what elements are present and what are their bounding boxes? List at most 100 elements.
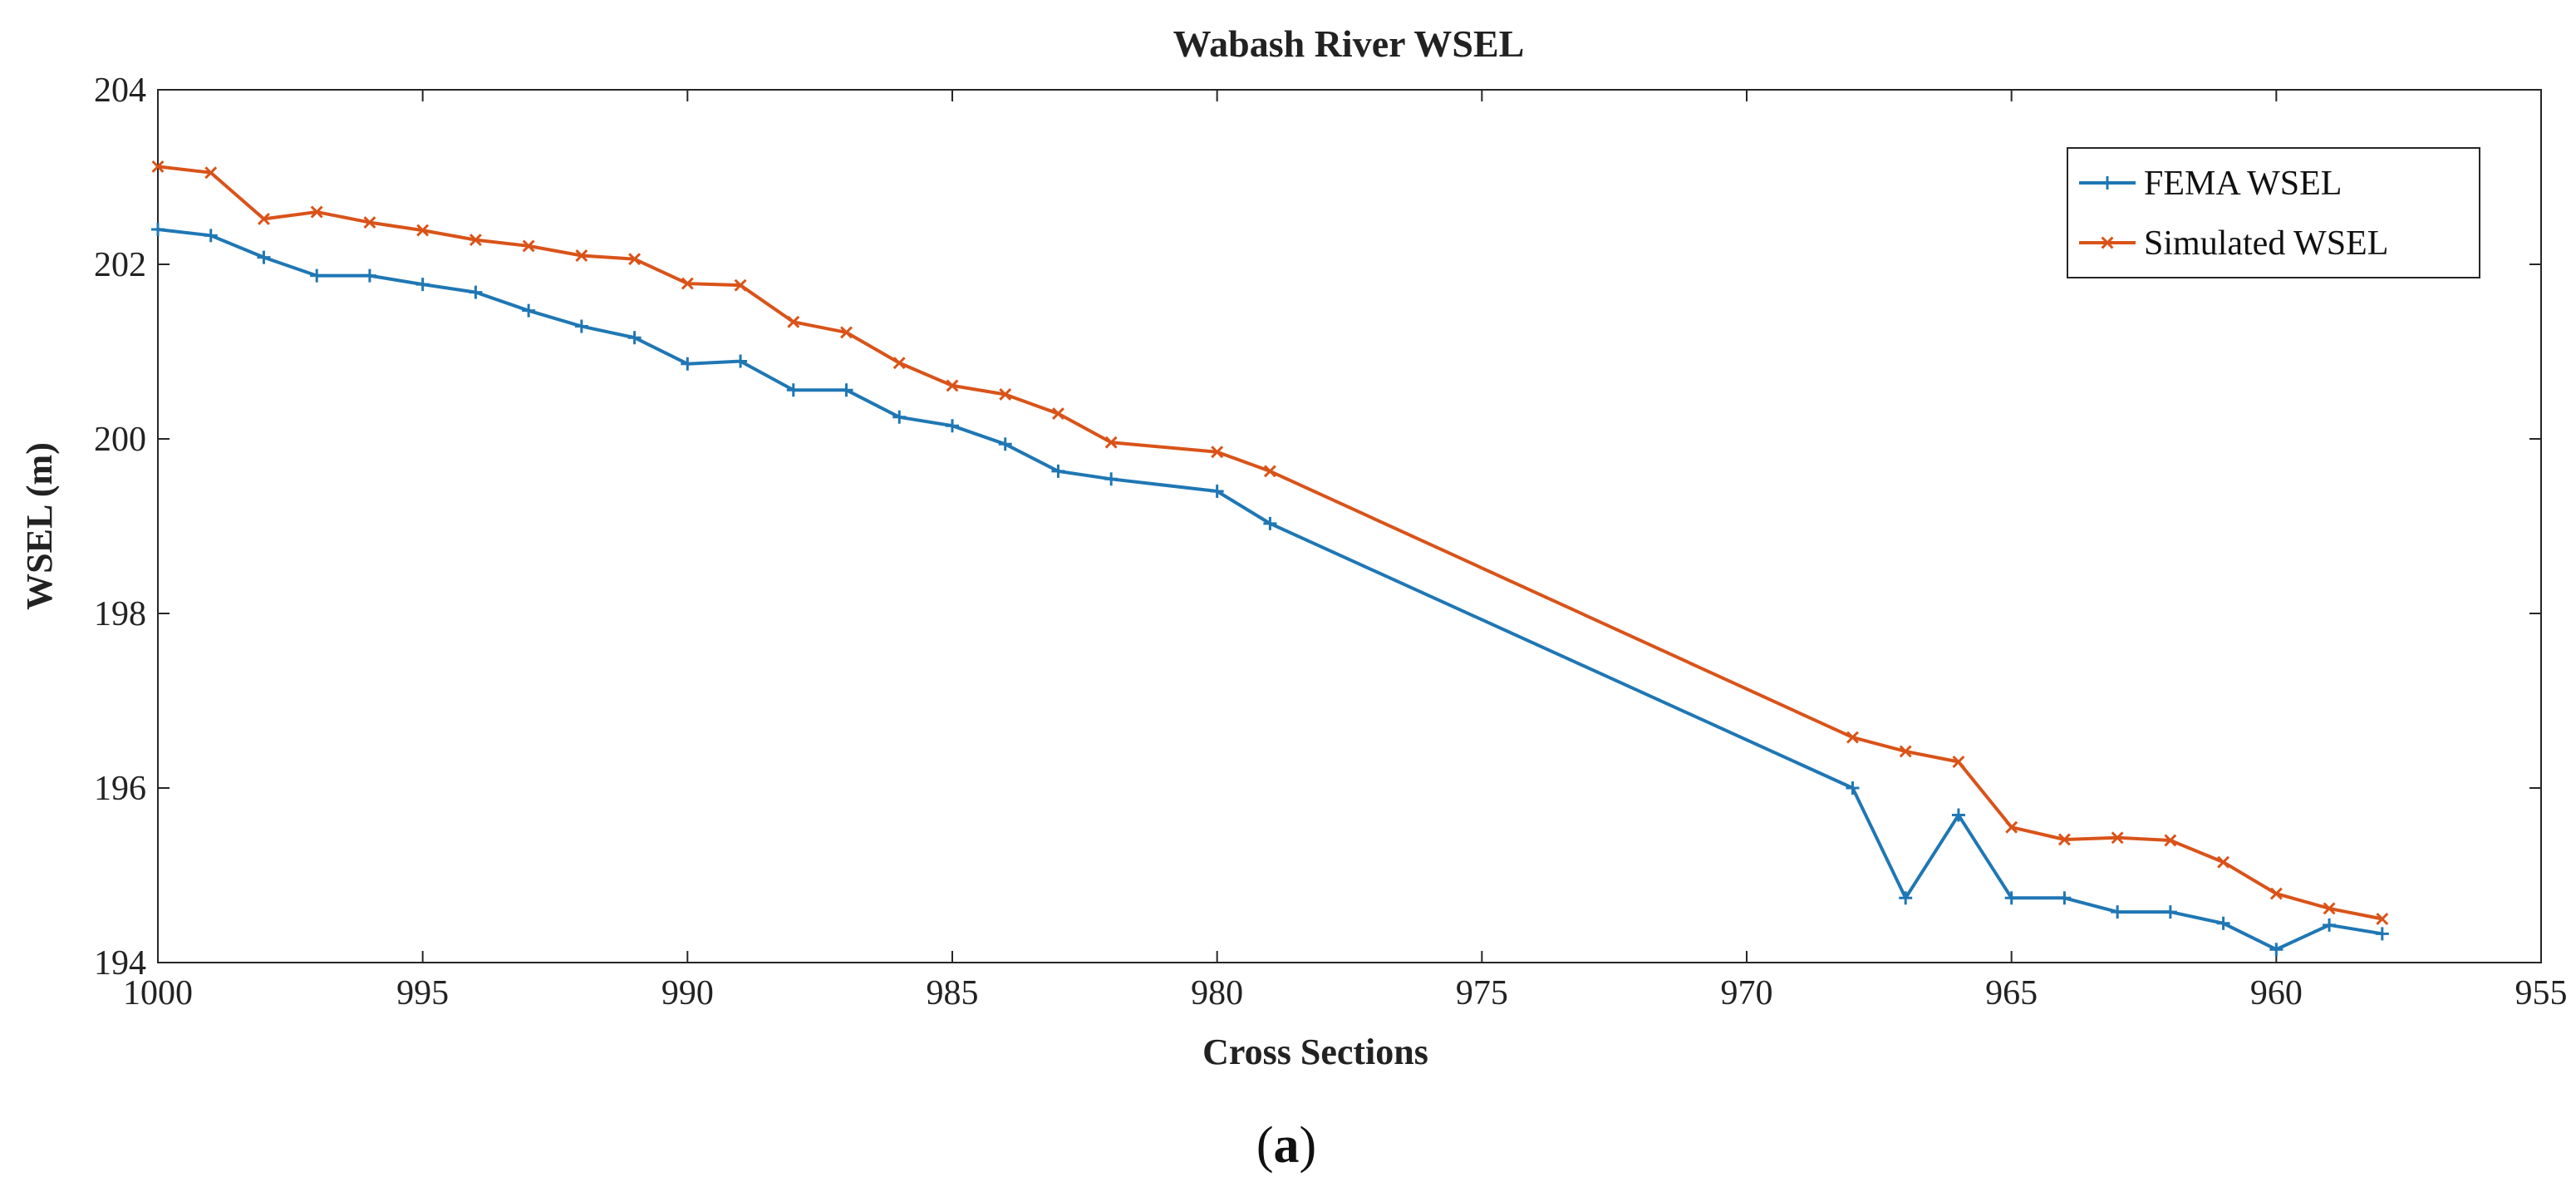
data-point-fema-wsel [204,229,218,243]
caption-open-paren: ( [1256,1117,1274,1174]
data-point-simulated-wsel [151,160,165,173]
x-tick-label: 995 [396,974,449,1012]
data-point-fema-wsel [362,268,376,283]
legend-label: FEMA WSEL [2144,165,2342,203]
data-point-fema-wsel [681,357,695,371]
data-point-simulated-wsel [2005,820,2018,834]
data-point-fema-wsel [627,331,642,345]
data-point-fema-wsel [151,223,165,236]
data-point-simulated-wsel [787,315,800,328]
data-point-fema-wsel [310,268,324,283]
data-point-fema-wsel [734,354,748,368]
data-point-simulated-wsel [2217,855,2230,869]
data-point-simulated-wsel [1952,756,1965,768]
series-line-fema-wsel [157,228,2383,952]
data-point-simulated-wsel [2164,834,2177,847]
legend-entry-fema-wsel: FEMA WSEL [2079,165,2342,203]
caption-letter: a [1274,1117,1300,1174]
y-tick-label: 196 [94,770,146,808]
data-point-simulated-wsel [840,326,853,339]
y-tick-label: 204 [94,71,146,110]
data-point-simulated-wsel [1899,745,1912,758]
caption-close-paren: ) [1300,1117,1317,1174]
chart-title: Wabash River WSEL [1173,22,1525,65]
data-point-fema-wsel [2375,927,2389,941]
legend: FEMA WSEL Simulated WSEL [2067,147,2480,278]
data-point-fema-wsel [257,250,271,264]
series-line-simulated-wsel [157,165,2383,921]
legend-entry-simulated-wsel: Simulated WSEL [2079,224,2388,263]
data-point-fema-wsel [1210,485,1224,498]
y-tick-label: 200 [94,421,146,459]
data-point-simulated-wsel [2323,902,2336,915]
data-point-simulated-wsel [1211,446,1224,459]
data-point-fema-wsel [1263,516,1277,530]
x-tick-label: 970 [1721,974,1773,1012]
legend-label: Simulated WSEL [2144,224,2388,263]
data-point-fema-wsel [2004,891,2018,905]
data-point-simulated-wsel [1846,731,1859,744]
legend-swatch-marker [2101,236,2114,249]
data-point-simulated-wsel [204,166,218,180]
y-tick-label: 194 [94,944,146,983]
x-tick-label: 980 [1191,974,1243,1012]
data-point-simulated-wsel [310,205,323,219]
data-point-simulated-wsel [1263,465,1276,478]
data-point-fema-wsel [2163,905,2177,919]
data-point-fema-wsel [2323,918,2337,932]
data-point-simulated-wsel [892,357,906,370]
data-point-simulated-wsel [258,212,270,225]
x-tick-label: 965 [1985,974,2038,1012]
data-point-simulated-wsel [2269,887,2283,900]
data-point-fema-wsel [839,383,853,397]
legend-box [2067,147,2480,278]
data-point-fema-wsel [892,410,907,424]
data-point-fema-wsel [2269,943,2283,957]
data-point-fema-wsel [415,278,430,292]
data-point-fema-wsel [1104,472,1118,486]
data-point-simulated-wsel [2111,831,2124,845]
y-axis-label: WSEL (m) [19,442,60,610]
data-point-simulated-wsel [2376,913,2389,925]
data-point-simulated-wsel [416,224,430,237]
x-tick-label: 960 [2250,974,2303,1012]
data-point-fema-wsel [574,319,588,333]
y-tick-label: 198 [94,595,146,633]
data-point-fema-wsel [2111,905,2125,919]
data-point-simulated-wsel [1104,436,1118,449]
data-point-fema-wsel [2216,916,2230,930]
data-point-simulated-wsel [363,216,376,229]
y-tick-label: 202 [94,246,146,284]
data-point-fema-wsel [1051,464,1065,478]
data-point-simulated-wsel [681,277,694,290]
data-point-fema-wsel [1951,808,1965,822]
data-point-fema-wsel [946,419,959,433]
y-axis-ticks: 194 196 198 200 202 204 [94,71,2541,983]
data-point-fema-wsel [522,303,536,318]
figure-caption: (a) [1256,1117,1316,1174]
x-tick-label: 1000 [123,974,193,1012]
data-point-fema-wsel [469,285,483,299]
data-point-fema-wsel [998,437,1012,451]
x-tick-label: 975 [1456,974,1508,1012]
plot-area-frame [157,89,2542,963]
data-point-simulated-wsel [522,239,535,253]
data-point-simulated-wsel [469,234,482,247]
legend-swatch-marker [2101,176,2114,190]
data-point-fema-wsel [1846,781,1860,795]
x-tick-label: 990 [661,974,714,1012]
data-point-fema-wsel [786,383,800,397]
data-point-simulated-wsel [734,278,747,292]
data-point-fema-wsel [2057,891,2072,905]
data-point-simulated-wsel [628,253,642,266]
data-point-simulated-wsel [946,379,959,392]
x-axis-label: Cross Sections [1202,1032,1428,1072]
data-point-fema-wsel [1899,891,1913,905]
data-point-simulated-wsel [1052,407,1064,421]
x-tick-label: 955 [2515,974,2568,1012]
x-tick-label: 985 [927,974,979,1012]
data-point-simulated-wsel [999,387,1012,401]
x-axis-ticks: 1000 995 990 985 980 975 970 965 960 955 [123,90,2568,1012]
data-point-simulated-wsel [575,249,588,262]
